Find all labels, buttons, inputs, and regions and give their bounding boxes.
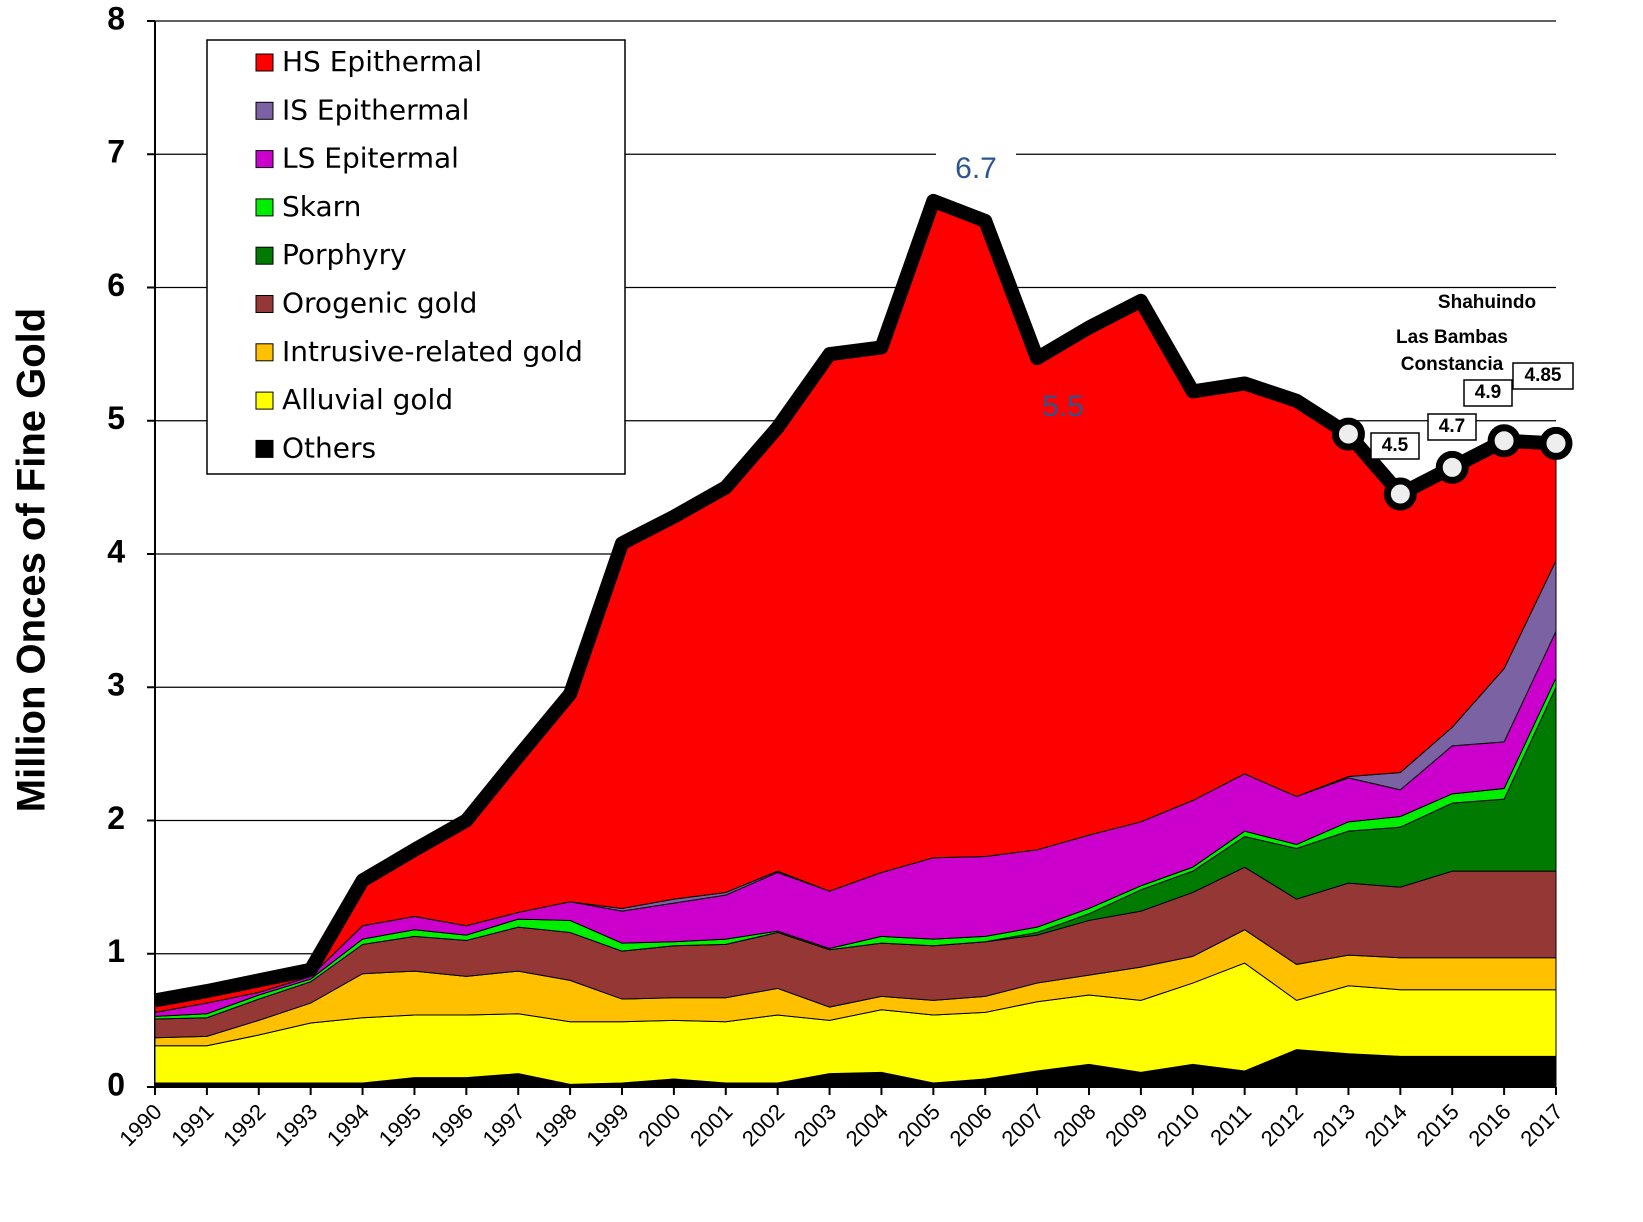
total-marker [1435, 450, 1469, 484]
x-tick-label: 2010 [1152, 1099, 1204, 1151]
legend-label: LS Epitermal [282, 142, 459, 175]
legend-box [206, 39, 626, 475]
annotation: Constancia [1401, 354, 1504, 375]
total-marker [1383, 477, 1417, 511]
total-marker [1539, 426, 1573, 460]
annotation: Las Bambas [1396, 327, 1508, 348]
x-tick-label: 2008 [1048, 1099, 1100, 1151]
annotation-bg [936, 150, 1016, 190]
x-tick-label: 1992 [218, 1099, 270, 1151]
legend-label: Alluvial gold [282, 383, 453, 416]
x-tick-label: 2003 [789, 1099, 841, 1151]
annotation-box [1463, 379, 1513, 407]
y-tick-label: 5 [107, 400, 125, 436]
legend-swatch [255, 101, 274, 120]
x-tick-label: 2016 [1463, 1099, 1515, 1151]
y-axis-label: Million Onces of Fine Gold [10, 308, 54, 812]
x-tick-label: 2013 [1308, 1099, 1360, 1151]
x-tick-label: 1998 [529, 1099, 581, 1151]
x-tick-label: 1997 [478, 1099, 530, 1151]
x-tick-label: 2009 [1100, 1099, 1152, 1151]
legend-label: IS Epithermal [282, 93, 469, 126]
annotation: 4.9 [1475, 382, 1501, 403]
annotation: 4.85 [1525, 365, 1562, 386]
y-tick-label: 3 [107, 667, 125, 703]
y-tick-label: 8 [107, 0, 125, 36]
y-tick-label: 0 [107, 1066, 125, 1102]
x-tick-label: 2004 [841, 1099, 893, 1151]
legend-swatch [255, 246, 274, 265]
x-tick-label: 1991 [166, 1099, 218, 1151]
legend-swatch [255, 439, 274, 458]
legend-swatch [255, 391, 274, 410]
x-tick-label: 1993 [270, 1099, 322, 1151]
legend-label: Intrusive-related gold [282, 335, 583, 368]
x-tick-label: 2017 [1515, 1099, 1567, 1151]
x-tick-label: 1990 [114, 1099, 166, 1151]
y-tick-label: 1 [107, 933, 125, 969]
annotation: Shahuindo [1438, 292, 1536, 313]
annotation-box [1427, 413, 1477, 441]
x-tick-label: 1994 [322, 1099, 374, 1151]
x-tick-label: 2001 [685, 1099, 737, 1151]
annotation: 4.5 [1382, 435, 1409, 456]
x-tick-label: 2015 [1412, 1099, 1464, 1151]
y-tick-label: 2 [107, 800, 125, 836]
legend-swatch [255, 198, 274, 217]
legend-label: HS Epithermal [282, 45, 482, 78]
legend-swatch [255, 343, 274, 362]
x-tick-label: 2012 [1256, 1099, 1308, 1151]
annotation-box [1512, 362, 1574, 390]
x-tick-label: 2007 [996, 1099, 1048, 1151]
annotation: 4.7 [1439, 416, 1465, 437]
legend-swatch [255, 53, 274, 72]
annotation: 6.7 [955, 152, 997, 185]
total-marker [1487, 424, 1521, 458]
total-marker [1331, 417, 1365, 451]
x-tick-label: 2011 [1205, 1099, 1256, 1150]
x-tick-label: 2006 [945, 1099, 997, 1151]
legend-swatch [255, 295, 274, 313]
annotation-box [1370, 432, 1420, 460]
legend-label: Porphyry [282, 238, 407, 271]
y-tick-label: 4 [107, 533, 125, 569]
legend-swatch [255, 150, 274, 169]
total-outline [153, 193, 1557, 1008]
y-tick-label: 7 [107, 134, 125, 170]
x-tick-label: 1995 [374, 1099, 426, 1151]
x-tick-label: 1996 [426, 1099, 478, 1151]
legend-label: Skarn [282, 190, 361, 223]
x-tick-label: 1999 [581, 1099, 633, 1151]
x-tick-label: 2014 [1360, 1099, 1412, 1151]
x-tick-label: 2000 [633, 1099, 685, 1151]
legend-label: Orogenic gold [282, 287, 477, 320]
annotation: 5.5 [1042, 390, 1084, 423]
y-tick-label: 6 [107, 267, 125, 303]
x-tick-label: 2002 [737, 1099, 789, 1151]
legend-label: Others [282, 431, 376, 464]
x-tick-label: 2005 [893, 1099, 945, 1151]
